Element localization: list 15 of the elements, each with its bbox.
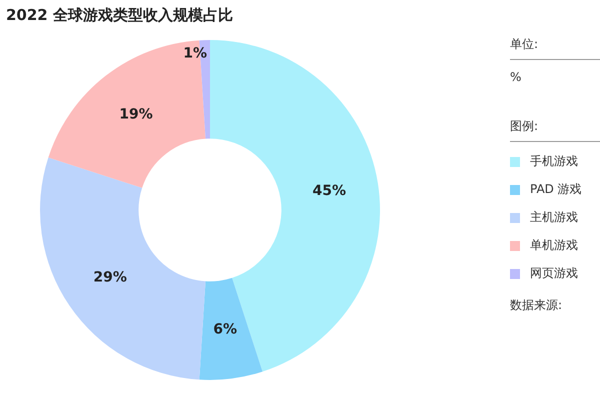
legend-label: PAD 游戏 bbox=[530, 181, 582, 198]
source-note: 数据来源: bbox=[510, 297, 564, 314]
data-label: 29% bbox=[93, 269, 127, 286]
legend-label: 单机游戏 bbox=[530, 237, 578, 254]
legend-label: 主机游戏 bbox=[530, 209, 578, 226]
legend-label: 手机游戏 bbox=[530, 153, 578, 170]
chart-title: 2022 全球游戏类型收入规模占比 bbox=[6, 6, 233, 25]
data-label: 1% bbox=[183, 46, 207, 62]
data-label: 45% bbox=[312, 182, 346, 199]
data-label: 6% bbox=[213, 321, 238, 338]
data-label: 19% bbox=[119, 106, 153, 122]
text: % bbox=[510, 70, 522, 84]
legend-label: 网页游戏 bbox=[530, 265, 578, 282]
text: 单位: bbox=[510, 36, 600, 60]
legend-title: 图例: bbox=[510, 118, 600, 142]
